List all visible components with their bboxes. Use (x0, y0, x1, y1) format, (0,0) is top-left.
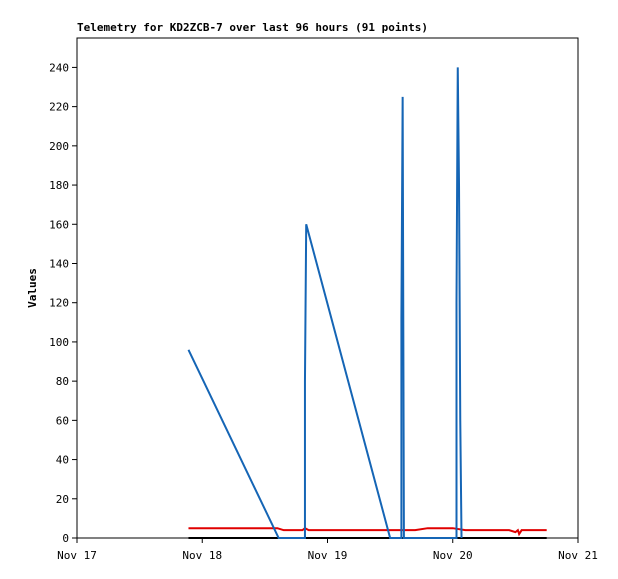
y-tick-label: 100 (49, 336, 69, 349)
x-tick-label: Nov 20 (433, 549, 473, 562)
series-line (188, 527, 547, 537)
x-tick-label: Nov 21 (558, 549, 598, 562)
chart-title: Telemetry for KD2ZCB-7 over last 96 hour… (77, 21, 428, 34)
x-tick-label: Nov 19 (308, 549, 348, 562)
y-tick-label: 40 (56, 454, 69, 467)
y-tick-label: 20 (56, 493, 69, 506)
y-tick-label: 180 (49, 179, 69, 192)
y-axis-label: Values (26, 268, 39, 308)
x-tick-label: Nov 18 (182, 549, 222, 562)
y-tick-label: 140 (49, 257, 69, 270)
y-tick-label: 60 (56, 414, 69, 427)
y-tick-label: 200 (49, 140, 69, 153)
y-tick-label: 120 (49, 297, 69, 310)
y-tick-label: 0 (62, 532, 69, 545)
y-tick-label: 240 (49, 61, 69, 74)
series-line (187, 67, 463, 539)
y-tick-label: 80 (56, 375, 69, 388)
y-tick-label: 220 (49, 101, 69, 114)
plot-frame (76, 37, 579, 539)
y-tick-label: 160 (49, 218, 69, 231)
x-tick-label: Nov 17 (57, 549, 97, 562)
